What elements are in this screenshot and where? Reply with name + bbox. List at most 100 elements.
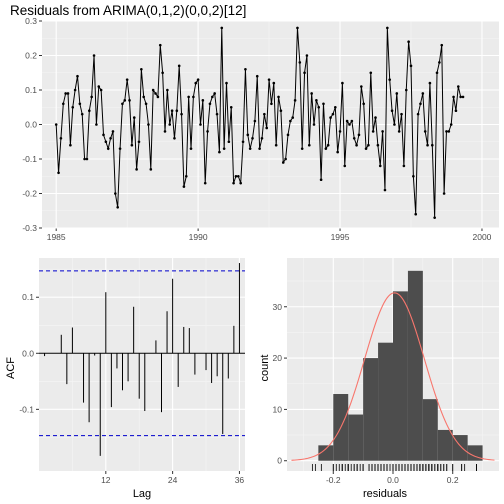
residual-point (111, 130, 115, 133)
residual-point (151, 88, 155, 92)
residual-point (173, 137, 176, 140)
y-tick-label: 0.1 (25, 85, 37, 95)
residual-point (352, 137, 356, 140)
residual-point (423, 130, 427, 133)
y-tick-label: 0.3 (25, 16, 37, 26)
residual-point (258, 147, 261, 150)
plot-panel (39, 258, 245, 471)
residual-point (225, 81, 228, 85)
y-tick-label: 0 (277, 456, 282, 466)
residual-point (234, 174, 238, 178)
residual-point (114, 192, 117, 195)
residual-point (220, 26, 224, 30)
residual-point (248, 147, 252, 150)
residual-point (435, 71, 439, 75)
residual-point (300, 147, 304, 150)
residual-point (329, 116, 332, 119)
acf-y-axis-label: ACF (5, 357, 17, 379)
residual-point (319, 178, 323, 181)
residual-point (376, 143, 380, 147)
residual-point (255, 74, 259, 78)
residual-point (246, 133, 250, 137)
residual-point (412, 174, 415, 178)
residual-point (267, 78, 271, 81)
histogram-bar (348, 414, 364, 461)
residual-point (241, 140, 245, 144)
histogram-bar (393, 291, 408, 461)
residual-point (213, 92, 216, 95)
residual-point (54, 123, 58, 126)
residual-point (331, 112, 335, 116)
residual-point (182, 185, 186, 188)
x-tick-label: 2000 (473, 232, 492, 242)
residual-point (189, 147, 193, 150)
y-tick-label: 0.0 (25, 120, 37, 130)
residual-point (71, 105, 75, 109)
residual-point (199, 123, 202, 126)
residual-point (104, 140, 108, 144)
residual-point (338, 130, 342, 133)
residual-point (161, 71, 164, 75)
residual-point (106, 147, 110, 150)
x-tick-label: 24 (168, 475, 178, 485)
residual-point (95, 123, 98, 126)
x-tick-label: 36 (235, 475, 245, 485)
residual-point (395, 92, 399, 95)
residual-point (99, 88, 103, 92)
residual-point (386, 26, 389, 30)
residual-point (130, 143, 134, 147)
residual-point (461, 95, 465, 99)
residual-point (404, 88, 408, 92)
residual-point (59, 137, 63, 140)
residual-point (433, 216, 436, 219)
residual-point (229, 105, 233, 109)
residual-point (452, 95, 455, 99)
y-tick-label: -0.1 (19, 404, 34, 414)
residual-point (203, 181, 207, 185)
residual-point (135, 168, 138, 171)
residual-point (388, 78, 392, 81)
residual-point (296, 26, 299, 30)
residual-point (194, 81, 198, 85)
residual-point (163, 130, 167, 133)
residual-point (132, 116, 136, 119)
residual-point (459, 95, 462, 99)
y-tick-label: -0.1 (22, 154, 37, 164)
residual-point (416, 112, 420, 116)
residual-point (57, 171, 60, 175)
residual-point (260, 137, 264, 140)
residual-point (445, 130, 448, 133)
residual-point (350, 119, 354, 123)
residual-point (187, 95, 190, 99)
residual-point (348, 123, 351, 126)
residual-point (116, 206, 119, 209)
residual-point (192, 95, 195, 99)
residual-point (286, 133, 290, 137)
residual-point (166, 88, 169, 92)
residuals-histogram-panel: -0.2 0.0 0.2 0 10 20 30 (273, 258, 499, 485)
y-tick-label: 10 (273, 404, 283, 414)
residual-point (284, 157, 287, 161)
residual-point (239, 181, 242, 185)
residual-point (428, 81, 432, 85)
residual-point (421, 92, 425, 95)
residual-point (369, 71, 373, 75)
residual-point (303, 71, 306, 75)
residual-point (69, 143, 72, 147)
acf-panel: 12 24 36 -0.1 0.0 0.1 (19, 258, 245, 485)
residual-point (378, 164, 382, 168)
y-tick-label: 0.0 (22, 348, 34, 358)
residual-point (64, 92, 67, 95)
residual-point (293, 99, 297, 102)
residual-point (402, 164, 406, 168)
residual-point (121, 102, 124, 106)
histogram-x-axis-label: residuals (363, 488, 408, 500)
y-tick-label: 0.2 (25, 51, 37, 61)
residual-point (360, 85, 363, 88)
residual-point (215, 112, 219, 116)
residual-point (211, 95, 214, 99)
x-tick-label: 0.0 (387, 475, 399, 485)
histogram-bar (407, 270, 423, 461)
residual-point (310, 92, 313, 95)
residual-point (447, 130, 451, 133)
